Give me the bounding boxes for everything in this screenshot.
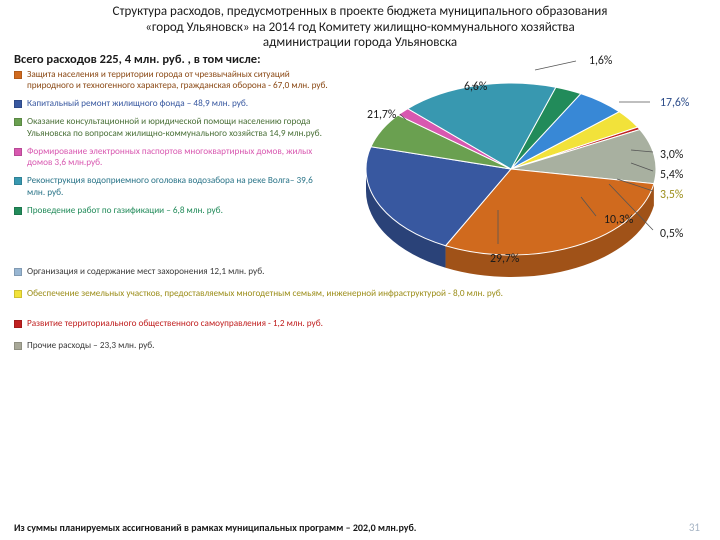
swatch-icon xyxy=(14,290,22,298)
page-number: 31 xyxy=(689,521,700,534)
swatch-icon xyxy=(14,268,22,276)
swatch-icon xyxy=(14,118,22,126)
pct-label-land-plots: 3,5% xyxy=(660,188,683,202)
legend-label: Капитальный ремонт жилищного фонда – 48,… xyxy=(27,98,329,109)
legend-row: Организация и содержание мест захоронени… xyxy=(14,266,654,284)
pct-label-other: 10,3% xyxy=(604,213,633,227)
pct-label-self-government: 0,5% xyxy=(660,227,683,241)
legend-item-burial: Организация и содержание мест захоронени… xyxy=(14,266,654,277)
legend-label: Защита населения и территории города от … xyxy=(27,69,329,91)
swatch-icon xyxy=(14,148,22,156)
legend-item-legal-aid: Оказание консультационной и юридической … xyxy=(14,116,329,138)
legend-item-protection: Защита населения и территории города от … xyxy=(14,69,329,91)
swatch-icon xyxy=(14,177,22,185)
swatch-icon xyxy=(14,71,22,79)
legend-label: Прочие расходы – 23,3 млн. руб. xyxy=(27,340,654,351)
legend-label: Организация и содержание мест захоронени… xyxy=(27,266,654,277)
legend-row: Обеспечение земельных участков, предоста… xyxy=(14,288,654,306)
pct-label-burial: 5,4% xyxy=(660,168,683,182)
legend-main-column: Защита населения и территории города от … xyxy=(14,69,329,223)
legend-item-water-intake: Реконструкция водоприемного оголовка вод… xyxy=(14,175,329,197)
swatch-icon xyxy=(14,207,22,215)
footnote: Из суммы планируемых ассигнований в рамк… xyxy=(14,521,416,534)
legend-label: Проведение работ по газификации – 6,8 мл… xyxy=(27,205,329,216)
chart-title: Структура расходов, предусмотренных в пр… xyxy=(0,0,720,51)
legend-row: Прочие расходы – 23,3 млн. руб. xyxy=(14,340,654,358)
pct-label-gasification: 3,0% xyxy=(660,148,683,162)
legend-label: Развитие территориального общественного … xyxy=(27,318,654,329)
swatch-icon xyxy=(14,320,22,328)
swatch-icon xyxy=(14,100,22,108)
legend-row: Развитие территориального общественного … xyxy=(14,318,654,336)
legend-item-gasification: Проведение работ по газификации – 6,8 мл… xyxy=(14,205,329,216)
pct-label-legal-aid: 6,6% xyxy=(464,80,487,94)
legend-item-other: Прочие расходы – 23,3 млн. руб. xyxy=(14,340,654,351)
legend-label: Оказание консультационной и юридической … xyxy=(27,116,329,138)
pct-label-water-intake: 17,6% xyxy=(660,96,689,110)
legend-item-land-plots: Обеспечение земельных участков, предоста… xyxy=(14,288,654,299)
legend-item-capital-repair: Капитальный ремонт жилищного фонда – 48,… xyxy=(14,98,329,109)
legend-label: Формирование электронных паспортов много… xyxy=(27,146,329,168)
pct-label-capital-repair: 21,7% xyxy=(367,108,396,122)
legend-item-self-government: Развитие территориального общественного … xyxy=(14,318,654,329)
legend-label: Реконструкция водоприемного оголовка вод… xyxy=(27,175,329,197)
swatch-icon xyxy=(14,342,22,350)
legend-label: Обеспечение земельных участков, предоста… xyxy=(27,288,654,299)
pct-label-e-passports: 1,6% xyxy=(589,54,612,68)
pct-label-protection: 29,7% xyxy=(490,252,519,266)
legend-item-e-passports: Формирование электронных паспортов много… xyxy=(14,146,329,168)
